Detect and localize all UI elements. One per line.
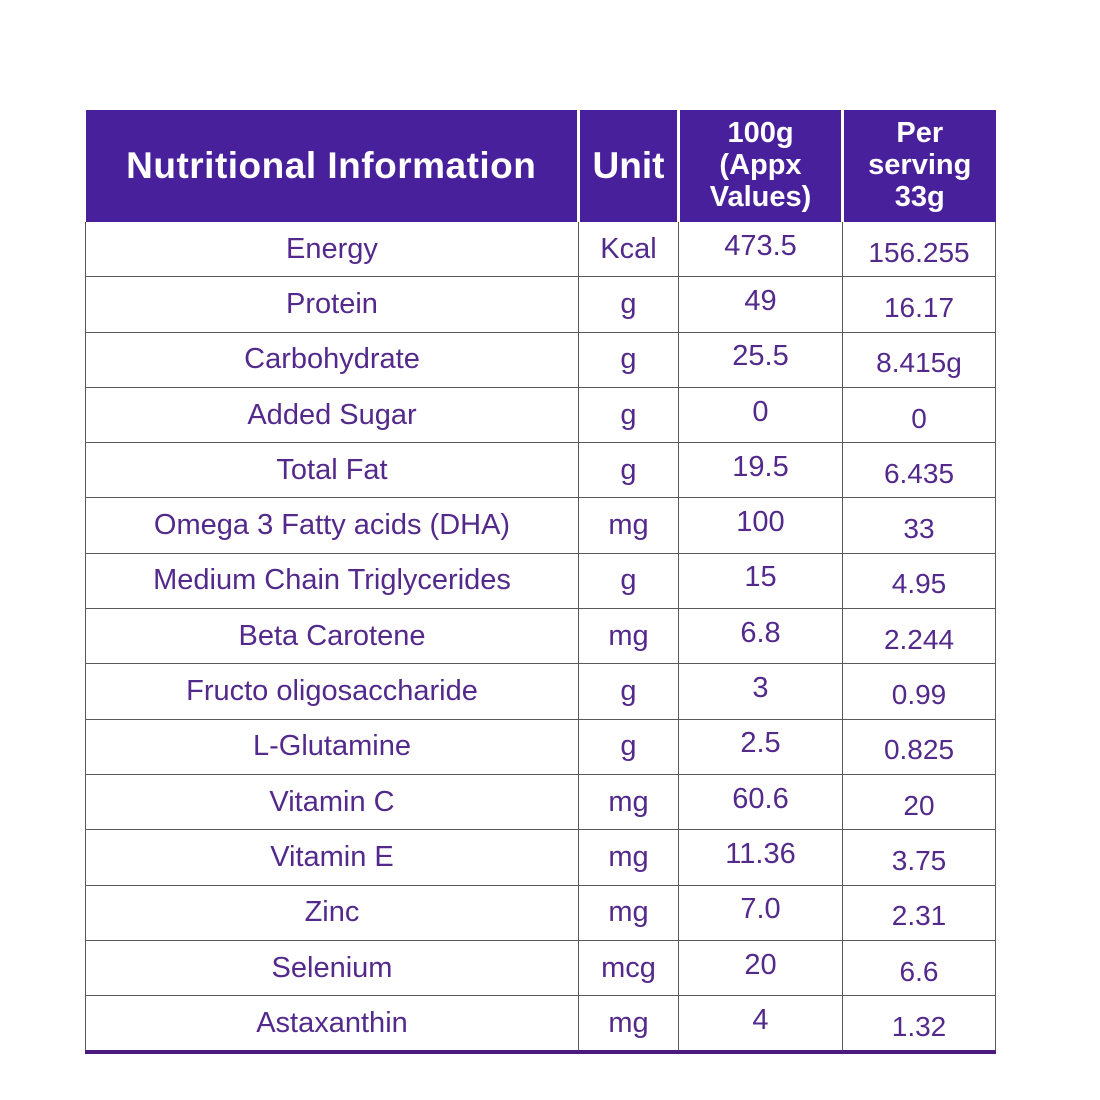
value-per-100g: 60.6 xyxy=(678,773,843,831)
table-row-fructo-oligosaccharide: Fructo oligosaccharide g 3 0.99 xyxy=(85,663,996,720)
table-row-carbohydrate: Carbohydrate g 25.5 8.415g xyxy=(85,331,996,388)
header-nutritional-information: Nutritional Information xyxy=(85,110,579,222)
nutrient-name: Selenium xyxy=(85,939,579,997)
nutrient-unit: mg xyxy=(578,884,679,941)
table-row-astaxanthin: Astaxanthin mg 4 1.32 xyxy=(85,995,996,1053)
nutrient-unit: g xyxy=(578,331,679,388)
value-per-100g: 20 xyxy=(678,939,843,997)
nutrition-table: Nutritional Information Unit 100g (Appx … xyxy=(85,110,996,1055)
value-per-serving: 3.75 xyxy=(842,829,996,886)
nutrient-name: Zinc xyxy=(85,884,579,941)
nutrient-unit: Kcal xyxy=(578,222,679,278)
value-per-serving: 1.32 xyxy=(842,995,996,1053)
nutrient-unit: mg xyxy=(578,995,679,1053)
nutrient-name: L-Glutamine xyxy=(85,718,579,775)
value-per-serving: 0 xyxy=(842,386,996,444)
value-per-serving: 156.255 xyxy=(842,222,996,278)
nutrient-unit: g xyxy=(578,386,679,444)
nutrient-unit: mg xyxy=(578,608,679,665)
nutrient-name: Energy xyxy=(85,222,579,278)
nutrient-name: Medium Chain Triglycerides xyxy=(85,552,579,610)
table-row-l-glutamine: L-Glutamine g 2.5 0.825 xyxy=(85,718,996,775)
value-per-serving: 4.95 xyxy=(842,552,996,610)
value-per-serving: 6.6 xyxy=(842,939,996,997)
nutrient-name: Added Sugar xyxy=(85,386,579,444)
value-per-serving: 16.17 xyxy=(842,276,996,333)
table-row-omega3-dha: Omega 3 Fatty acids (DHA) mg 100 33 xyxy=(85,497,996,554)
value-per-100g: 11.36 xyxy=(678,829,843,886)
value-per-100g: 473.5 xyxy=(678,222,843,278)
table-row-beta-carotene: Beta Carotene mg 6.8 2.244 xyxy=(85,608,996,665)
value-per-100g: 2.5 xyxy=(678,718,843,775)
value-per-serving: 0.825 xyxy=(842,718,996,775)
header-unit: Unit xyxy=(577,110,679,222)
nutrient-name: Total Fat xyxy=(85,442,579,499)
nutrient-name: Beta Carotene xyxy=(85,608,579,665)
value-per-serving: 6.435 xyxy=(842,442,996,499)
value-per-100g: 0 xyxy=(678,386,843,444)
value-per-100g: 3 xyxy=(678,663,843,720)
table-row-mct: Medium Chain Triglycerides g 15 4.95 xyxy=(85,552,996,610)
table-row-zinc: Zinc mg 7.0 2.31 xyxy=(85,884,996,941)
header-per-serving-33g: Per serving 33g xyxy=(841,110,996,222)
nutrient-unit: mg xyxy=(578,497,679,554)
nutrient-unit: mg xyxy=(578,773,679,831)
value-per-100g: 25.5 xyxy=(678,331,843,388)
nutrient-unit: g xyxy=(578,718,679,775)
value-per-100g: 7.0 xyxy=(678,884,843,941)
nutrient-name: Astaxanthin xyxy=(85,995,579,1053)
value-per-100g: 6.8 xyxy=(678,608,843,665)
value-per-100g: 100 xyxy=(678,497,843,554)
value-per-serving: 2.31 xyxy=(842,884,996,941)
nutrient-unit: mcg xyxy=(578,939,679,997)
header-100g-appx-values: 100g (Appx Values) xyxy=(677,110,843,222)
nutrient-name: Omega 3 Fatty acids (DHA) xyxy=(85,497,579,554)
nutrient-name: Vitamin C xyxy=(85,773,579,831)
nutrient-unit: g xyxy=(578,276,679,333)
header-row: Nutritional Information Unit 100g (Appx … xyxy=(85,110,996,222)
value-per-serving: 20 xyxy=(842,773,996,831)
value-per-serving: 8.415g xyxy=(842,331,996,388)
table-row-protein: Protein g 49 16.17 xyxy=(85,276,996,333)
nutrient-name: Vitamin E xyxy=(85,829,579,886)
nutrient-name: Carbohydrate xyxy=(85,331,579,388)
nutrient-unit: mg xyxy=(578,829,679,886)
table-row-vitamin-e: Vitamin E mg 11.36 3.75 xyxy=(85,829,996,886)
value-per-serving: 33 xyxy=(842,497,996,554)
nutrient-unit: g xyxy=(578,663,679,720)
value-per-100g: 4 xyxy=(678,995,843,1053)
value-per-100g: 49 xyxy=(678,276,843,333)
table-row-energy: Energy Kcal 473.5 156.255 xyxy=(85,222,996,278)
table-row-added-sugar: Added Sugar g 0 0 xyxy=(85,386,996,444)
table-row-total-fat: Total Fat g 19.5 6.435 xyxy=(85,442,996,499)
table-row-vitamin-c: Vitamin C mg 60.6 20 xyxy=(85,773,996,831)
nutrient-name: Protein xyxy=(85,276,579,333)
nutrient-unit: g xyxy=(578,552,679,610)
table-row-selenium: Selenium mcg 20 6.6 xyxy=(85,939,996,997)
value-per-serving: 0.99 xyxy=(842,663,996,720)
value-per-100g: 15 xyxy=(678,552,843,610)
nutrient-name: Fructo oligosaccharide xyxy=(85,663,579,720)
value-per-100g: 19.5 xyxy=(678,442,843,499)
nutrient-unit: g xyxy=(578,442,679,499)
value-per-serving: 2.244 xyxy=(842,608,996,665)
